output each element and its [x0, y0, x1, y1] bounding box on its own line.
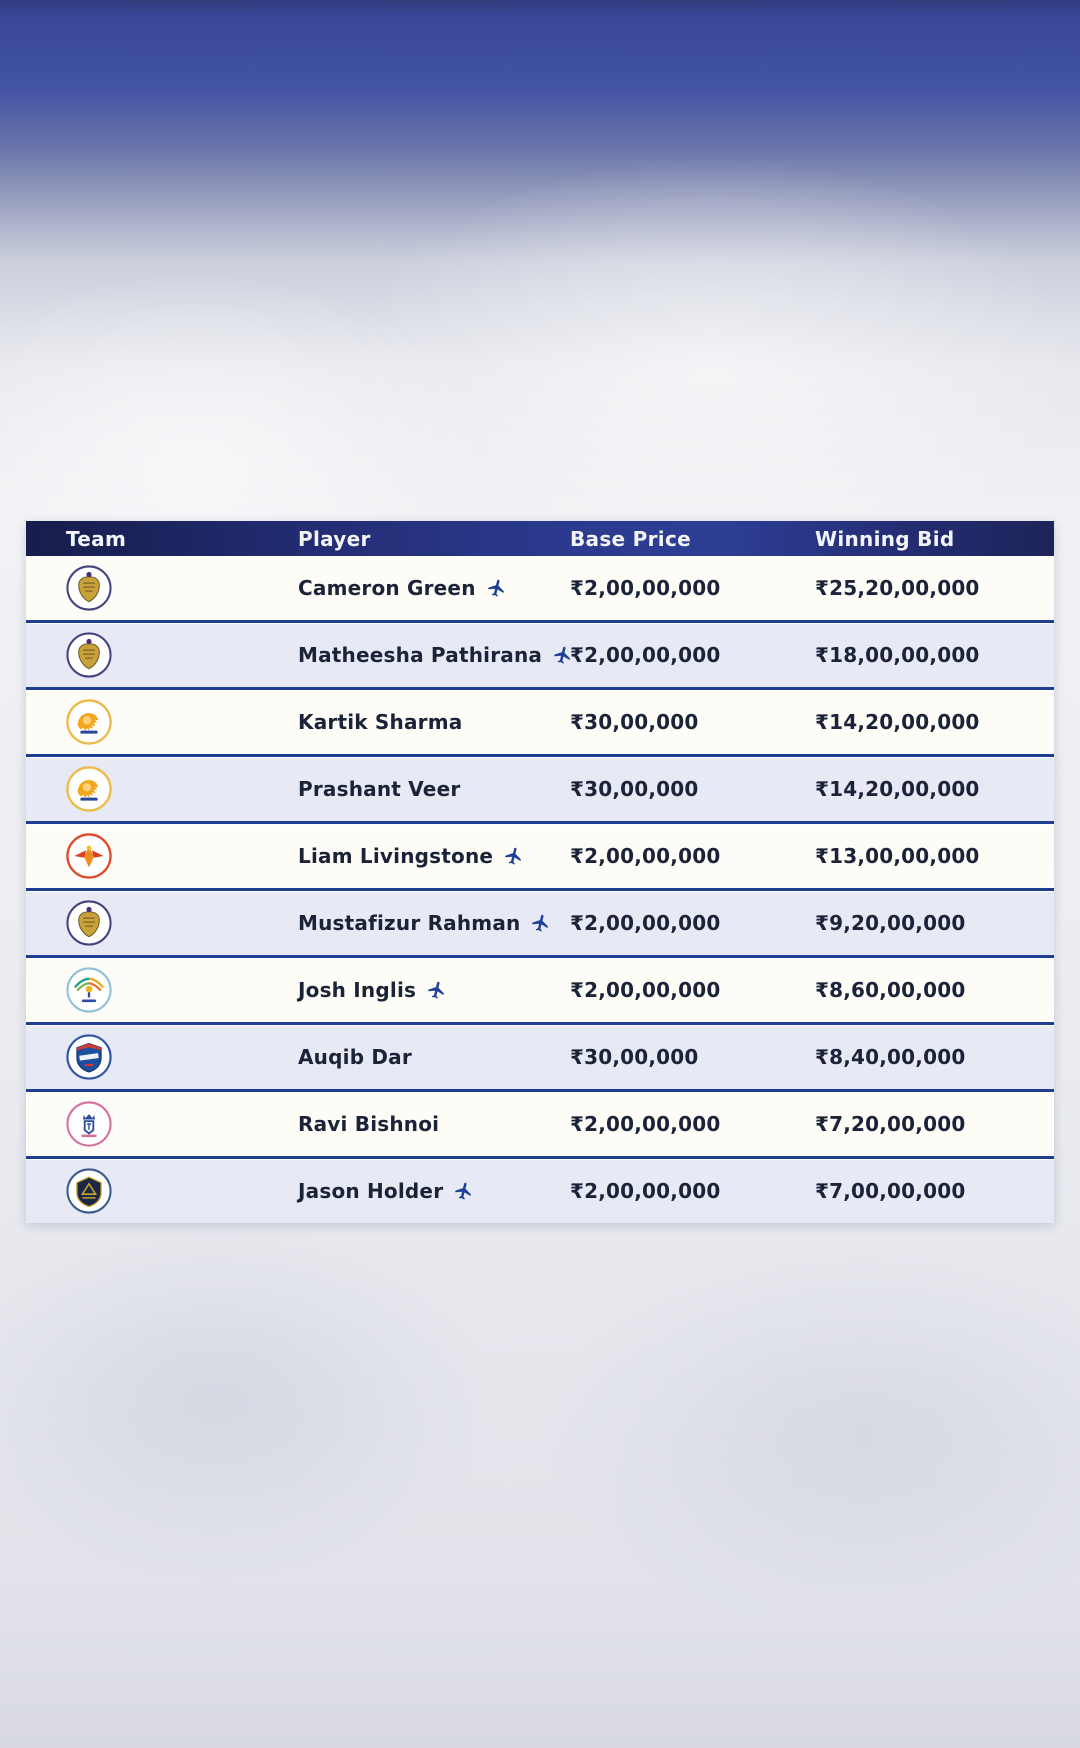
player-name: Jason Holder: [298, 1179, 444, 1203]
flight-icon: [505, 847, 522, 865]
player-name: Matheesha Pathirana: [298, 643, 543, 667]
player-name: Mustafizur Rahman: [298, 911, 521, 935]
table-row: Prashant Veer ₹30,00,000 ₹14,20,00,000: [26, 754, 1054, 821]
base-price: ₹2,00,00,000: [570, 643, 721, 667]
team-cell: [26, 1101, 298, 1147]
winning-bid: ₹13,00,00,000: [815, 844, 980, 868]
table-row: Liam Livingstone ₹2,00,00,000 ₹13,00,00,…: [26, 821, 1054, 888]
winning-bid: ₹9,20,00,000: [815, 911, 966, 935]
team-logo-kkr: [66, 565, 112, 611]
winning-bid: ₹14,20,00,000: [815, 777, 980, 801]
column-header-winning-bid: Winning Bid: [815, 526, 955, 551]
team-logo-lsg: [66, 967, 112, 1013]
table-row: Cameron Green ₹2,00,00,000 ₹25,20,00,000: [26, 556, 1054, 620]
base-price: ₹2,00,00,000: [570, 1179, 721, 1203]
player-name: Kartik Sharma: [298, 710, 463, 734]
base-price: ₹30,00,000: [570, 710, 699, 734]
team-logo-csk: [66, 699, 112, 745]
flight-icon: [532, 914, 549, 932]
flight-icon: [554, 646, 570, 664]
winning-bid: ₹7,20,00,000: [815, 1112, 966, 1136]
player-cell: Auqib Dar: [298, 1045, 570, 1069]
winning-bid: ₹18,00,00,000: [815, 643, 980, 667]
team-logo-csk: [66, 766, 112, 812]
player-cell: Jason Holder: [298, 1179, 570, 1203]
table-row: Matheesha Pathirana ₹2,00,00,000 ₹18,00,…: [26, 620, 1054, 687]
team-cell: [26, 1034, 298, 1080]
player-name: Cameron Green: [298, 576, 476, 600]
team-cell: [26, 900, 298, 946]
column-header-player: Player: [298, 526, 371, 551]
column-header-base-price: Base Price: [570, 526, 691, 551]
team-logo-dc: [66, 1034, 112, 1080]
winning-bid: ₹8,60,00,000: [815, 978, 966, 1002]
player-name: Prashant Veer: [298, 777, 461, 801]
player-cell: Mustafizur Rahman: [298, 911, 570, 935]
team-cell: [26, 699, 298, 745]
team-cell: [26, 766, 298, 812]
flight-icon: [487, 579, 504, 597]
winning-bid: ₹8,40,00,000: [815, 1045, 966, 1069]
table-row: Mustafizur Rahman ₹2,00,00,000 ₹9,20,00,…: [26, 888, 1054, 955]
player-cell: Liam Livingstone: [298, 844, 570, 868]
player-cell: Ravi Bishnoi: [298, 1112, 570, 1136]
table-header-row: Team Player Base Price Winning Bid: [26, 521, 1054, 556]
team-logo-kkr: [66, 632, 112, 678]
table-row: Jason Holder ₹2,00,00,000 ₹7,00,00,000: [26, 1156, 1054, 1223]
base-price: ₹30,00,000: [570, 777, 699, 801]
table-row: Kartik Sharma ₹30,00,000 ₹14,20,00,000: [26, 687, 1054, 754]
table-row: Ravi Bishnoi ₹2,00,00,000 ₹7,20,00,000: [26, 1089, 1054, 1156]
team-cell: [26, 833, 298, 879]
base-price: ₹2,00,00,000: [570, 844, 721, 868]
player-name: Liam Livingstone: [298, 844, 494, 868]
winning-bid: ₹25,20,00,000: [815, 576, 980, 600]
player-name: Ravi Bishnoi: [298, 1112, 440, 1136]
team-cell: [26, 565, 298, 611]
base-price: ₹2,00,00,000: [570, 576, 721, 600]
team-cell: [26, 632, 298, 678]
player-cell: Cameron Green: [298, 576, 570, 600]
player-cell: Prashant Veer: [298, 777, 570, 801]
team-logo-srh: [66, 833, 112, 879]
flight-icon: [428, 981, 444, 999]
base-price: ₹2,00,00,000: [570, 911, 721, 935]
winning-bid: ₹7,00,00,000: [815, 1179, 966, 1203]
player-cell: Matheesha Pathirana: [298, 643, 570, 667]
base-price: ₹2,00,00,000: [570, 978, 721, 1002]
table-row: Josh Inglis ₹2,00,00,000 ₹8,60,00,000: [26, 955, 1054, 1022]
base-price: ₹30,00,000: [570, 1045, 699, 1069]
player-name: Auqib Dar: [298, 1045, 412, 1069]
team-cell: [26, 967, 298, 1013]
flight-icon: [455, 1182, 472, 1200]
player-cell: Josh Inglis: [298, 978, 570, 1002]
winning-bid: ₹14,20,00,000: [815, 710, 980, 734]
team-logo-rr: [66, 1101, 112, 1147]
team-logo-kkr: [66, 900, 112, 946]
player-cell: Kartik Sharma: [298, 710, 570, 734]
column-header-team: Team: [66, 526, 127, 551]
auction-results-table: Team Player Base Price Winning Bid Camer…: [26, 521, 1054, 1223]
player-name: Josh Inglis: [298, 978, 417, 1002]
team-logo-gt: [66, 1168, 112, 1214]
table-body: Cameron Green ₹2,00,00,000 ₹25,20,00,000…: [26, 556, 1054, 1223]
base-price: ₹2,00,00,000: [570, 1112, 721, 1136]
team-cell: [26, 1168, 298, 1214]
table-row: Auqib Dar ₹30,00,000 ₹8,40,00,000: [26, 1022, 1054, 1089]
